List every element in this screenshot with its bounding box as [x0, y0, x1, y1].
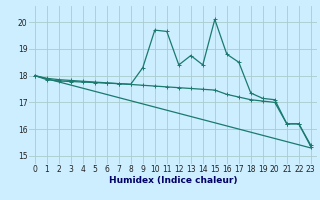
X-axis label: Humidex (Indice chaleur): Humidex (Indice chaleur) — [108, 176, 237, 185]
